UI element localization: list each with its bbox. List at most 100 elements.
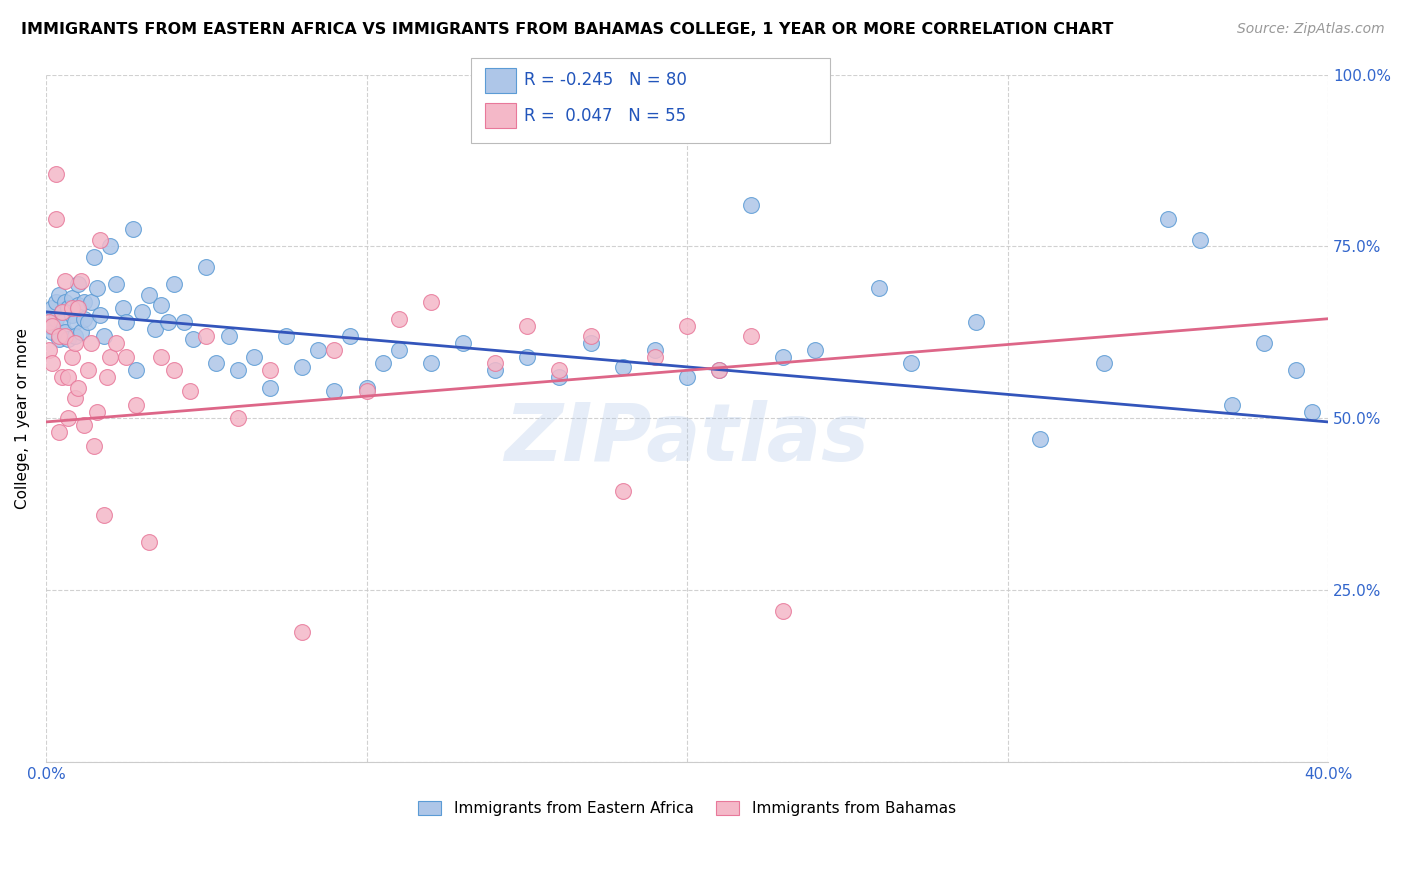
Point xyxy=(51,370,73,384)
Point xyxy=(195,260,218,274)
Point xyxy=(76,315,98,329)
Point xyxy=(73,311,96,326)
Text: IMMIGRANTS FROM EASTERN AFRICA VS IMMIGRANTS FROM BAHAMAS COLLEGE, 1 YEAR OR MOR: IMMIGRANTS FROM EASTERN AFRICA VS IMMIGR… xyxy=(21,22,1114,37)
Point xyxy=(339,329,361,343)
Point xyxy=(121,222,143,236)
Point xyxy=(772,350,794,364)
Point xyxy=(419,294,441,309)
Point xyxy=(115,350,138,364)
Point xyxy=(484,356,506,370)
Point xyxy=(1157,211,1180,226)
Point xyxy=(45,167,67,181)
Point xyxy=(53,294,76,309)
Point xyxy=(356,384,378,398)
Point xyxy=(70,326,93,340)
Point xyxy=(45,211,67,226)
Point xyxy=(86,404,108,418)
Point xyxy=(484,363,506,377)
Point xyxy=(516,350,538,364)
Point xyxy=(51,305,73,319)
Text: Source: ZipAtlas.com: Source: ZipAtlas.com xyxy=(1237,22,1385,37)
Point xyxy=(38,315,60,329)
Point xyxy=(579,329,602,343)
Point xyxy=(105,277,128,292)
Point xyxy=(143,322,166,336)
Point xyxy=(73,294,96,309)
Point xyxy=(173,315,195,329)
Point xyxy=(291,624,314,639)
Point xyxy=(150,298,173,312)
Point xyxy=(58,370,80,384)
Point xyxy=(259,363,281,377)
Point xyxy=(98,350,121,364)
Point xyxy=(58,301,80,316)
Point xyxy=(83,439,105,453)
Point xyxy=(93,508,115,522)
Text: R = -0.245   N = 80: R = -0.245 N = 80 xyxy=(524,71,688,89)
Point xyxy=(547,363,569,377)
Point xyxy=(150,350,173,364)
Point xyxy=(579,335,602,350)
Point xyxy=(259,380,281,394)
Point xyxy=(60,350,83,364)
Point xyxy=(125,363,148,377)
Point xyxy=(740,329,762,343)
Point xyxy=(80,335,103,350)
Point xyxy=(66,301,89,316)
Point xyxy=(307,343,329,357)
Point xyxy=(38,318,60,333)
Point xyxy=(965,315,987,329)
Point xyxy=(83,250,105,264)
Point xyxy=(66,277,89,292)
Point xyxy=(51,315,73,329)
Point xyxy=(60,301,83,316)
Point xyxy=(804,343,827,357)
Point xyxy=(644,350,666,364)
Point xyxy=(98,239,121,253)
Point xyxy=(900,356,922,370)
Point xyxy=(93,329,115,343)
Point xyxy=(41,318,63,333)
Point xyxy=(41,356,63,370)
Point xyxy=(707,363,730,377)
Point xyxy=(387,343,409,357)
Point xyxy=(1220,398,1243,412)
Point xyxy=(243,350,266,364)
Point xyxy=(53,326,76,340)
Point xyxy=(131,305,153,319)
Point xyxy=(53,329,76,343)
Point xyxy=(48,425,70,440)
Point xyxy=(179,384,201,398)
Point xyxy=(76,363,98,377)
Point xyxy=(60,308,83,322)
Point xyxy=(125,398,148,412)
Point xyxy=(218,329,240,343)
Text: ZIPatlas: ZIPatlas xyxy=(505,401,869,478)
Point xyxy=(80,294,103,309)
Point xyxy=(356,380,378,394)
Point xyxy=(1092,356,1115,370)
Point xyxy=(323,384,346,398)
Point xyxy=(1253,335,1275,350)
Point xyxy=(58,411,80,425)
Point xyxy=(868,281,890,295)
Point xyxy=(163,277,186,292)
Point xyxy=(644,343,666,357)
Point xyxy=(89,308,111,322)
Point xyxy=(163,363,186,377)
Point xyxy=(547,370,569,384)
Point xyxy=(96,370,118,384)
Point xyxy=(38,343,60,357)
Point xyxy=(419,356,441,370)
Point xyxy=(138,287,160,301)
Point xyxy=(183,332,205,346)
Point xyxy=(516,318,538,333)
Legend: Immigrants from Eastern Africa, Immigrants from Bahamas: Immigrants from Eastern Africa, Immigran… xyxy=(411,793,963,823)
Text: R =  0.047   N = 55: R = 0.047 N = 55 xyxy=(524,107,686,125)
Point xyxy=(226,411,249,425)
Point xyxy=(1301,404,1323,418)
Point xyxy=(63,335,86,350)
Point xyxy=(138,535,160,549)
Point xyxy=(51,305,73,319)
Point xyxy=(66,298,89,312)
